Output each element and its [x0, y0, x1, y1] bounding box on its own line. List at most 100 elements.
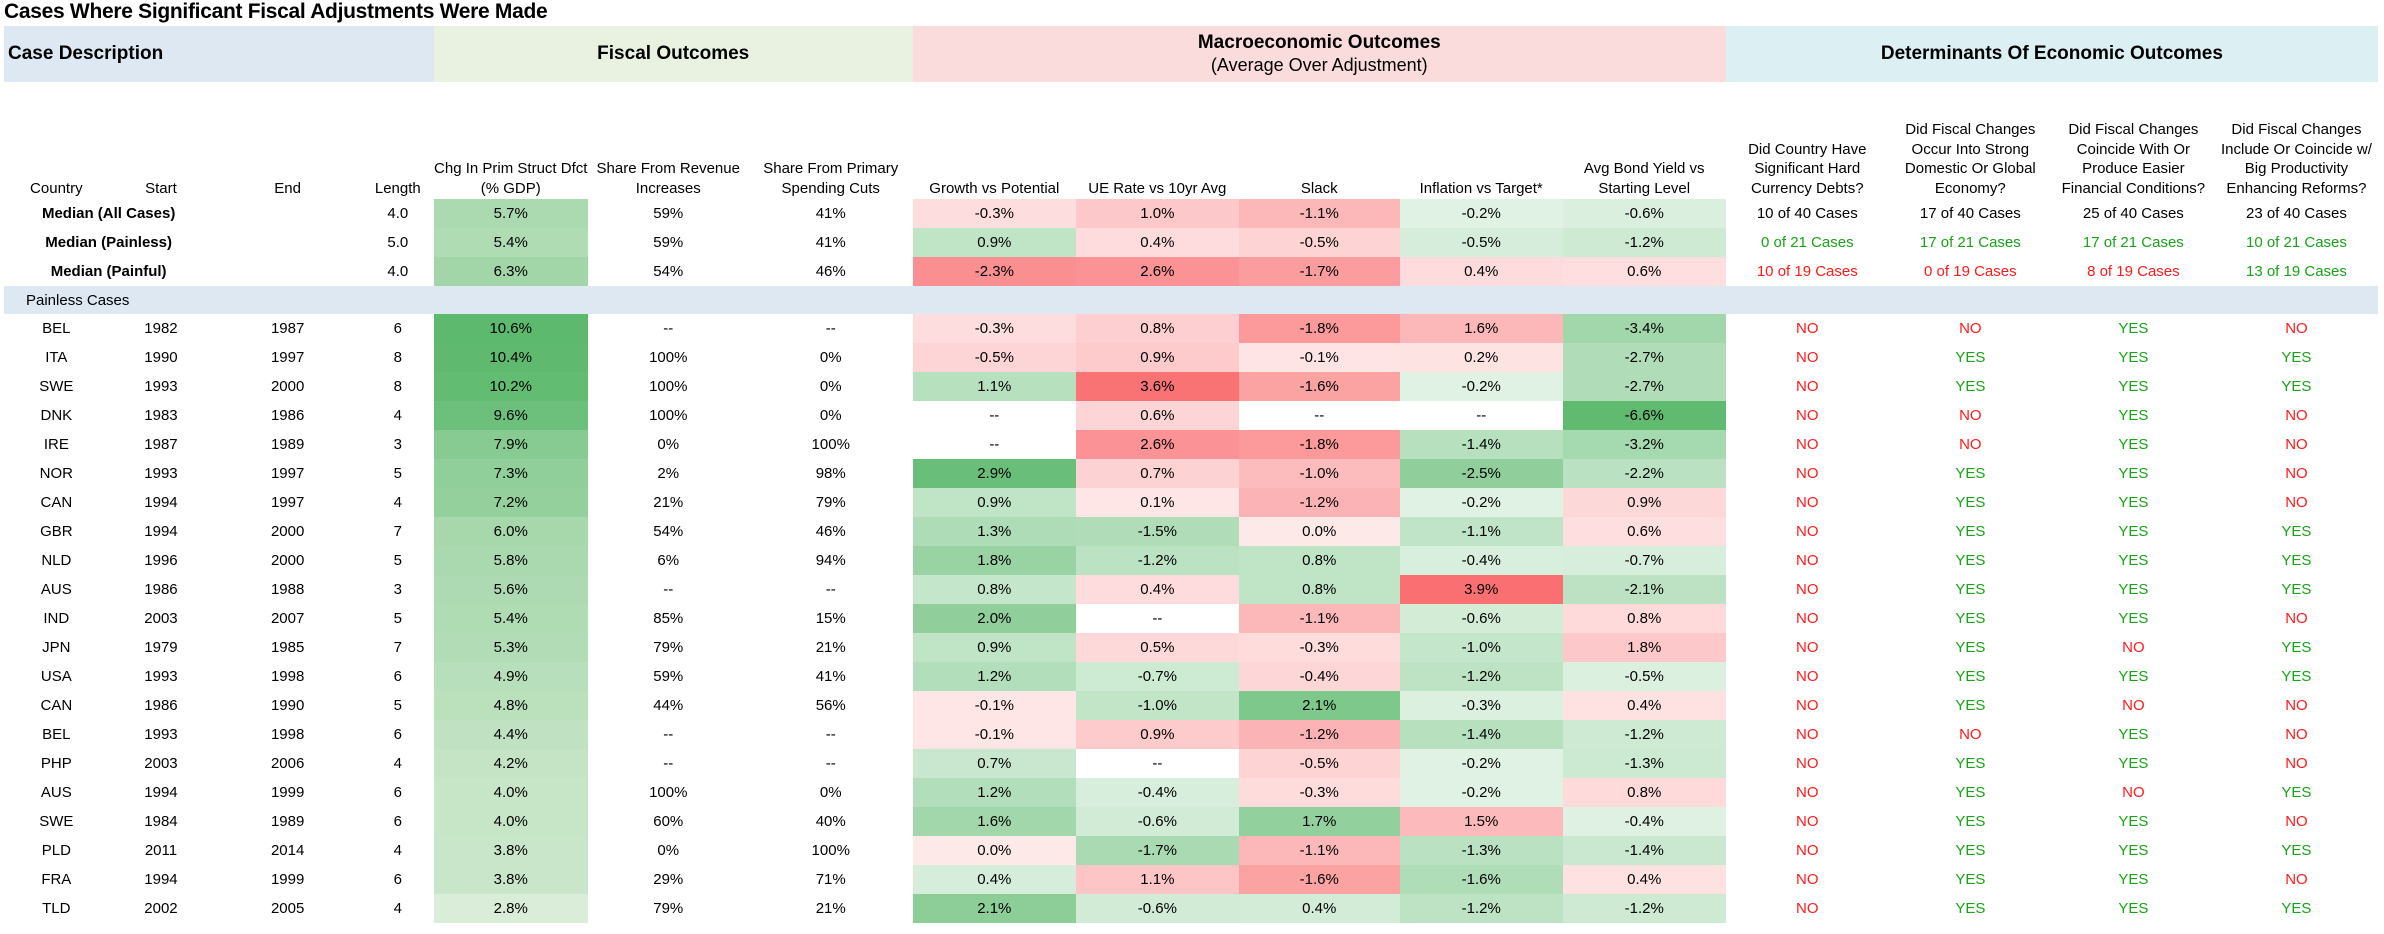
cell-growth: 0.7%	[912, 749, 1076, 778]
cell-determinant-d2: YES	[1955, 842, 1986, 859]
case-row: AUS 1986 1988 3 5.6% -- -- 0.8% 0.4% 0.8% 3.9% -2.1…	[4, 575, 2378, 604]
cell-revenue-share: 2%	[657, 465, 680, 482]
cell-determinant-d3: YES	[2118, 378, 2149, 395]
cell-prim-struct-change: 2.8%	[433, 894, 588, 923]
cell-ue: --	[1152, 755, 1163, 772]
cell-spending-share: 41%	[815, 205, 846, 222]
cell-determinant-d2: YES	[1955, 755, 1986, 772]
cell-determinant-d3: YES	[2118, 465, 2149, 482]
cell-growth: 0.4%	[912, 865, 1076, 894]
cell-determinant-d4: NO	[2285, 755, 2308, 772]
cell-determinant-d4: YES	[2281, 639, 2312, 656]
case-row: CAN 1986 1990 5 4.8% 44% 56% -0.1% -1.0% 2.1% -0.3…	[4, 691, 2378, 720]
cell-growth: 2.0%	[912, 604, 1076, 633]
case-row: BEL 1993 1998 6 4.4% -- -- -0.1% 0.9% -1.2% -1.4% -…	[4, 720, 2378, 749]
cell-ue: -0.7%	[1075, 662, 1239, 691]
cell-revenue-share: 59%	[653, 205, 684, 222]
cell-start: 2003	[144, 610, 178, 627]
cell-determinant-d2: YES	[1955, 349, 1986, 366]
cell-ue: 0.1%	[1075, 488, 1239, 517]
cell-start: 1990	[144, 349, 178, 366]
case-row: NLD 1996 2000 5 5.8% 6% 94% 1.8% -1.2% 0.8% -0.4% -…	[4, 546, 2378, 575]
cell-prim-struct-change: 5.3%	[433, 633, 588, 662]
cell-growth: 1.8%	[912, 546, 1076, 575]
cell-prim-struct-change: 4.0%	[433, 778, 588, 807]
cell-determinant-d2: NO	[1959, 320, 1982, 337]
case-row: ITA 1990 1997 8 10.4% 100% 0% -0.5% 0.9% -0.1% 0.2…	[4, 343, 2378, 372]
cell-revenue-share: 44%	[653, 697, 684, 714]
cell-bond: -3.2%	[1562, 430, 1726, 459]
cell-length: 4	[393, 755, 402, 772]
column-header: Share From Revenue Increases	[596, 160, 740, 197]
cell-bond: -1.2%	[1562, 720, 1726, 749]
case-row: PLD 2011 2014 4 3.8% 0% 100% 0.0% -1.7% -1.1% -1.3…	[4, 836, 2378, 865]
cell-revenue-share: 79%	[653, 639, 684, 656]
cell-infl: -2.5%	[1399, 459, 1563, 488]
cell-determinant-d4: NO	[2285, 494, 2308, 511]
cell-start: 1994	[144, 523, 178, 540]
cell-growth: 1.1%	[912, 372, 1076, 401]
cell-country: PHP	[40, 755, 72, 772]
cell-spending-share: 71%	[815, 871, 846, 888]
cell-end: 1998	[270, 668, 305, 685]
cell-revenue-share: 79%	[653, 900, 684, 917]
cell-start: 1983	[144, 407, 178, 424]
cell-determinant-d3: NO	[2122, 697, 2145, 714]
cell-determinant-d2: YES	[1955, 494, 1986, 511]
cell-bond: -0.6%	[1562, 199, 1726, 228]
cell-growth: --	[989, 407, 1000, 424]
cell-start: 2003	[144, 755, 178, 772]
cell-length: 4	[393, 842, 402, 859]
cell-determinant-d3: YES	[2118, 320, 2149, 337]
cell-determinant-d1: NO	[1796, 552, 1819, 569]
cell-spending-share: 100%	[811, 842, 850, 859]
cell-ue: 3.6%	[1075, 372, 1239, 401]
cell-bond: -1.2%	[1562, 228, 1726, 257]
cell-country: ITA	[45, 349, 68, 366]
cell-ue: -1.7%	[1075, 836, 1239, 865]
cell-spending-share: 21%	[815, 900, 846, 917]
cell-growth: 2.1%	[912, 894, 1076, 923]
cell-ue: 0.6%	[1075, 401, 1239, 430]
case-row: IND 2003 2007 5 5.4% 85% 15% 2.0% -- -1.1% -0.6% 0.…	[4, 604, 2378, 633]
cell-country: FRA	[41, 871, 72, 888]
cell-determinant-d3: YES	[2118, 813, 2149, 830]
section-row: Painless Cases	[4, 286, 2378, 314]
case-row: SWE 1984 1989 6 4.0% 60% 40% 1.6% -0.6% 1.7% 1.5% -…	[4, 807, 2378, 836]
cell-slack: 0.0%	[1238, 517, 1400, 546]
cell-bond: -2.2%	[1562, 459, 1726, 488]
cell-slack: -1.1%	[1238, 199, 1400, 228]
cell-country: CAN	[40, 697, 73, 714]
cell-end: 1985	[270, 639, 305, 656]
cell-determinant-d1: NO	[1796, 668, 1819, 685]
column-header: Did Fiscal Changes Include Or Coincide w…	[2220, 121, 2372, 197]
cell-growth: -0.3%	[912, 199, 1076, 228]
cell-country: NLD	[41, 552, 72, 569]
cell-length: 5.0	[387, 234, 409, 251]
cell-determinant-d2: 17 of 21 Cases	[1919, 234, 2021, 251]
cell-spending-share: 0%	[819, 407, 842, 424]
cell-ue: 2.6%	[1075, 430, 1239, 459]
cell-start: 1993	[144, 465, 178, 482]
cell-infl: -1.2%	[1399, 662, 1563, 691]
cell-revenue-share: 6%	[657, 552, 680, 569]
cell-end: 1990	[270, 697, 305, 714]
cell-determinant-d1: NO	[1796, 378, 1819, 395]
cell-prim-struct-change: 5.4%	[433, 604, 588, 633]
cell-end: 2005	[270, 900, 305, 917]
cell-length: 5	[393, 697, 402, 714]
cell-prim-struct-change: 4.0%	[433, 807, 588, 836]
cell-country: CAN	[40, 494, 73, 511]
cell-length: 4	[393, 407, 402, 424]
cell-growth: -0.5%	[912, 343, 1076, 372]
table-title: Cases Where Significant Fiscal Adjustmen…	[4, 0, 548, 23]
cell-ue: 1.1%	[1075, 865, 1239, 894]
column-header: Length	[374, 179, 421, 197]
cell-bond: -2.1%	[1562, 575, 1726, 604]
column-header: Did Country Have Significant Hard Curren…	[1748, 140, 1867, 197]
group-macro-subtitle: (Average Over Adjustment)	[1210, 55, 1428, 75]
cell-determinant-d1: NO	[1796, 523, 1819, 540]
cell-length: 5	[393, 465, 402, 482]
cell-determinant-d4: 23 of 40 Cases	[2245, 205, 2347, 222]
cell-slack: -1.1%	[1238, 836, 1400, 865]
